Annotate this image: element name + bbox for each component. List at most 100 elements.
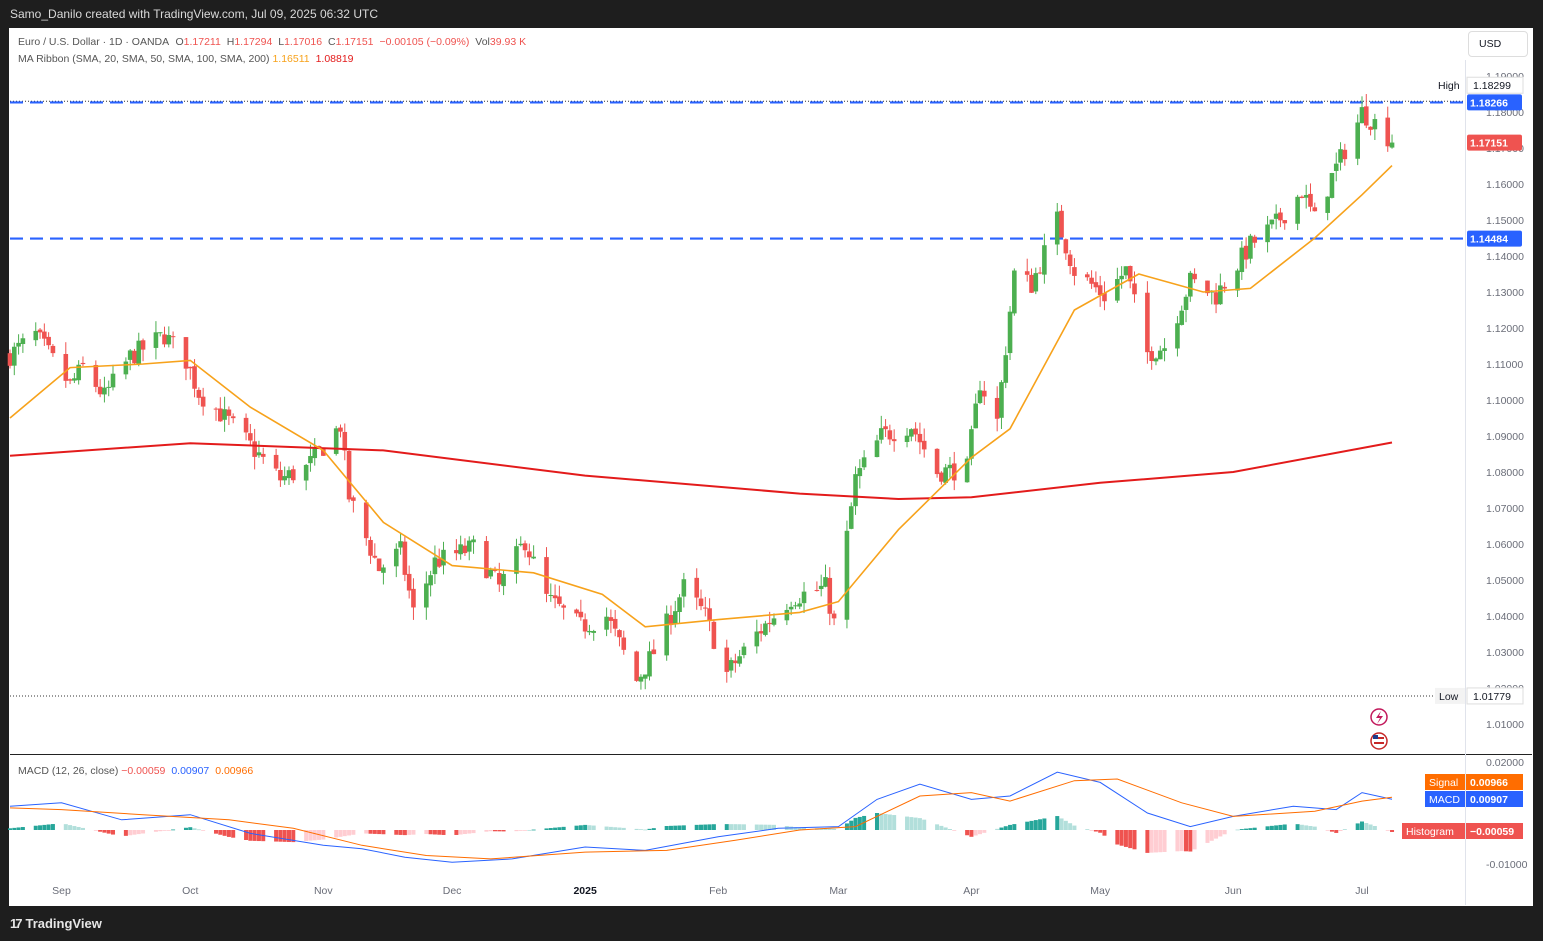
candle-body	[436, 558, 442, 567]
macd-histogram-bar	[493, 830, 497, 832]
macd-histogram-bar	[274, 830, 279, 842]
macd-histogram-bar	[793, 827, 798, 830]
macd-histogram-bar	[282, 830, 287, 842]
macd-histogram-bar	[252, 830, 257, 841]
macd-histogram-bar	[1278, 824, 1283, 830]
macd-line[interactable]	[9, 771, 1393, 863]
candle-body	[1054, 211, 1060, 245]
macd-histogram-bar	[634, 828, 639, 830]
macd-histogram-bar	[63, 824, 68, 830]
candle-body	[166, 335, 172, 345]
candle-body	[312, 447, 318, 459]
open-label: O	[175, 36, 184, 48]
candle-body	[303, 464, 309, 481]
macd-histogram-bar	[1145, 830, 1150, 853]
macd-line-value: 0.00907	[171, 765, 210, 777]
candle-body	[411, 588, 416, 608]
signal-line[interactable]	[9, 778, 1393, 860]
price-tick-label: 1.13000	[1486, 287, 1524, 299]
candle-body	[97, 386, 103, 395]
macd-histogram-bar	[995, 828, 1000, 830]
candle-body	[496, 573, 502, 585]
candle-body	[398, 541, 403, 548]
macd-histogram-bar	[304, 830, 309, 842]
macd-histogram-bar	[158, 830, 163, 832]
high-label: H	[226, 36, 235, 48]
ma-ribbon-label[interactable]: MA Ribbon (SMA, 20, SMA, 50, SMA, 100, S…	[18, 53, 270, 65]
price-tick-label: 1.15000	[1486, 215, 1524, 227]
candle-body	[333, 428, 339, 454]
time-axis-label: Apr	[963, 885, 980, 897]
macd-histogram-bar	[291, 830, 296, 843]
candle-body	[591, 631, 597, 633]
macd-histogram-bar	[226, 830, 231, 837]
candle-body	[939, 472, 944, 482]
candle-body	[724, 647, 730, 672]
lightning-icon[interactable]	[1370, 708, 1388, 726]
macd-histogram-bar	[98, 830, 103, 832]
macd-histogram-bar	[1093, 830, 1098, 832]
time-axis-label: Dec	[443, 885, 462, 897]
candle-body	[123, 361, 129, 375]
sma-200-line[interactable]	[9, 441, 1393, 501]
macd-label-box	[1425, 791, 1465, 807]
macd-histogram-bar	[1042, 818, 1047, 830]
macd-histogram-bar	[1299, 824, 1304, 830]
macd-histogram-bar	[501, 830, 506, 832]
candle-body	[981, 390, 987, 397]
currency-button[interactable]: USD	[1468, 31, 1528, 57]
candle-body	[381, 567, 386, 573]
macd-histogram-bar	[711, 824, 716, 830]
macd-label: MACD	[1429, 794, 1460, 806]
macd-histogram-bar	[1158, 830, 1163, 853]
candle-body	[368, 539, 373, 556]
candle-body	[7, 353, 13, 366]
macd-histogram-bar	[1359, 821, 1364, 830]
candle-body	[1265, 224, 1270, 243]
macd-histogram-bar	[1304, 825, 1309, 830]
candle-body	[694, 577, 700, 598]
candle-body	[471, 539, 476, 543]
macd-histogram-bar	[613, 827, 618, 830]
symbol-title[interactable]: Euro / U.S. Dollar · 1D · OANDA	[18, 36, 169, 48]
candle-body	[1235, 270, 1240, 291]
macd-histogram-bar	[188, 827, 193, 830]
candle-body	[372, 555, 378, 558]
sma-20-line[interactable]	[9, 165, 1393, 628]
high-label: High	[1438, 80, 1460, 92]
candle-body	[140, 340, 146, 350]
candle-body	[1273, 213, 1279, 219]
candle-body	[1063, 239, 1069, 254]
candle-body	[763, 623, 768, 635]
macd-histogram-bar	[1132, 830, 1137, 850]
candle-body	[458, 544, 463, 555]
tradingview-logo[interactable]: 17 TradingView	[10, 916, 102, 931]
footer-bar	[0, 906, 1543, 941]
candle-body	[587, 630, 592, 633]
candle-body	[1102, 293, 1107, 302]
low-value-box	[1466, 687, 1524, 705]
macd-histogram-bar	[424, 830, 429, 835]
macd-histogram-bar	[853, 817, 858, 830]
candle-body	[1153, 358, 1159, 362]
candle-body	[518, 543, 524, 546]
low-label-box	[1435, 687, 1465, 704]
macd-histogram-bar	[1102, 830, 1107, 836]
candle-body	[1089, 277, 1094, 284]
price-tick-label: 1.16000	[1486, 179, 1524, 191]
macd-histogram-bar	[561, 826, 566, 830]
macd-histogram-bar	[1214, 830, 1219, 839]
macd-histogram-bar	[1008, 824, 1013, 830]
macd-histogram-bar	[1295, 824, 1300, 830]
candle-body	[338, 427, 343, 432]
candle-body	[934, 448, 940, 475]
macd-histogram-bar	[76, 826, 81, 830]
macd-histogram-bar	[1038, 819, 1043, 830]
macd-histogram-bar	[1355, 823, 1360, 830]
macd-histogram-bar	[819, 828, 824, 830]
price-tick-label: 1.09000	[1486, 431, 1524, 443]
signal-value-box	[1466, 774, 1523, 790]
macd-title[interactable]: MACD (12, 26, close)	[18, 765, 119, 777]
macd-histogram-bar	[1239, 829, 1244, 830]
